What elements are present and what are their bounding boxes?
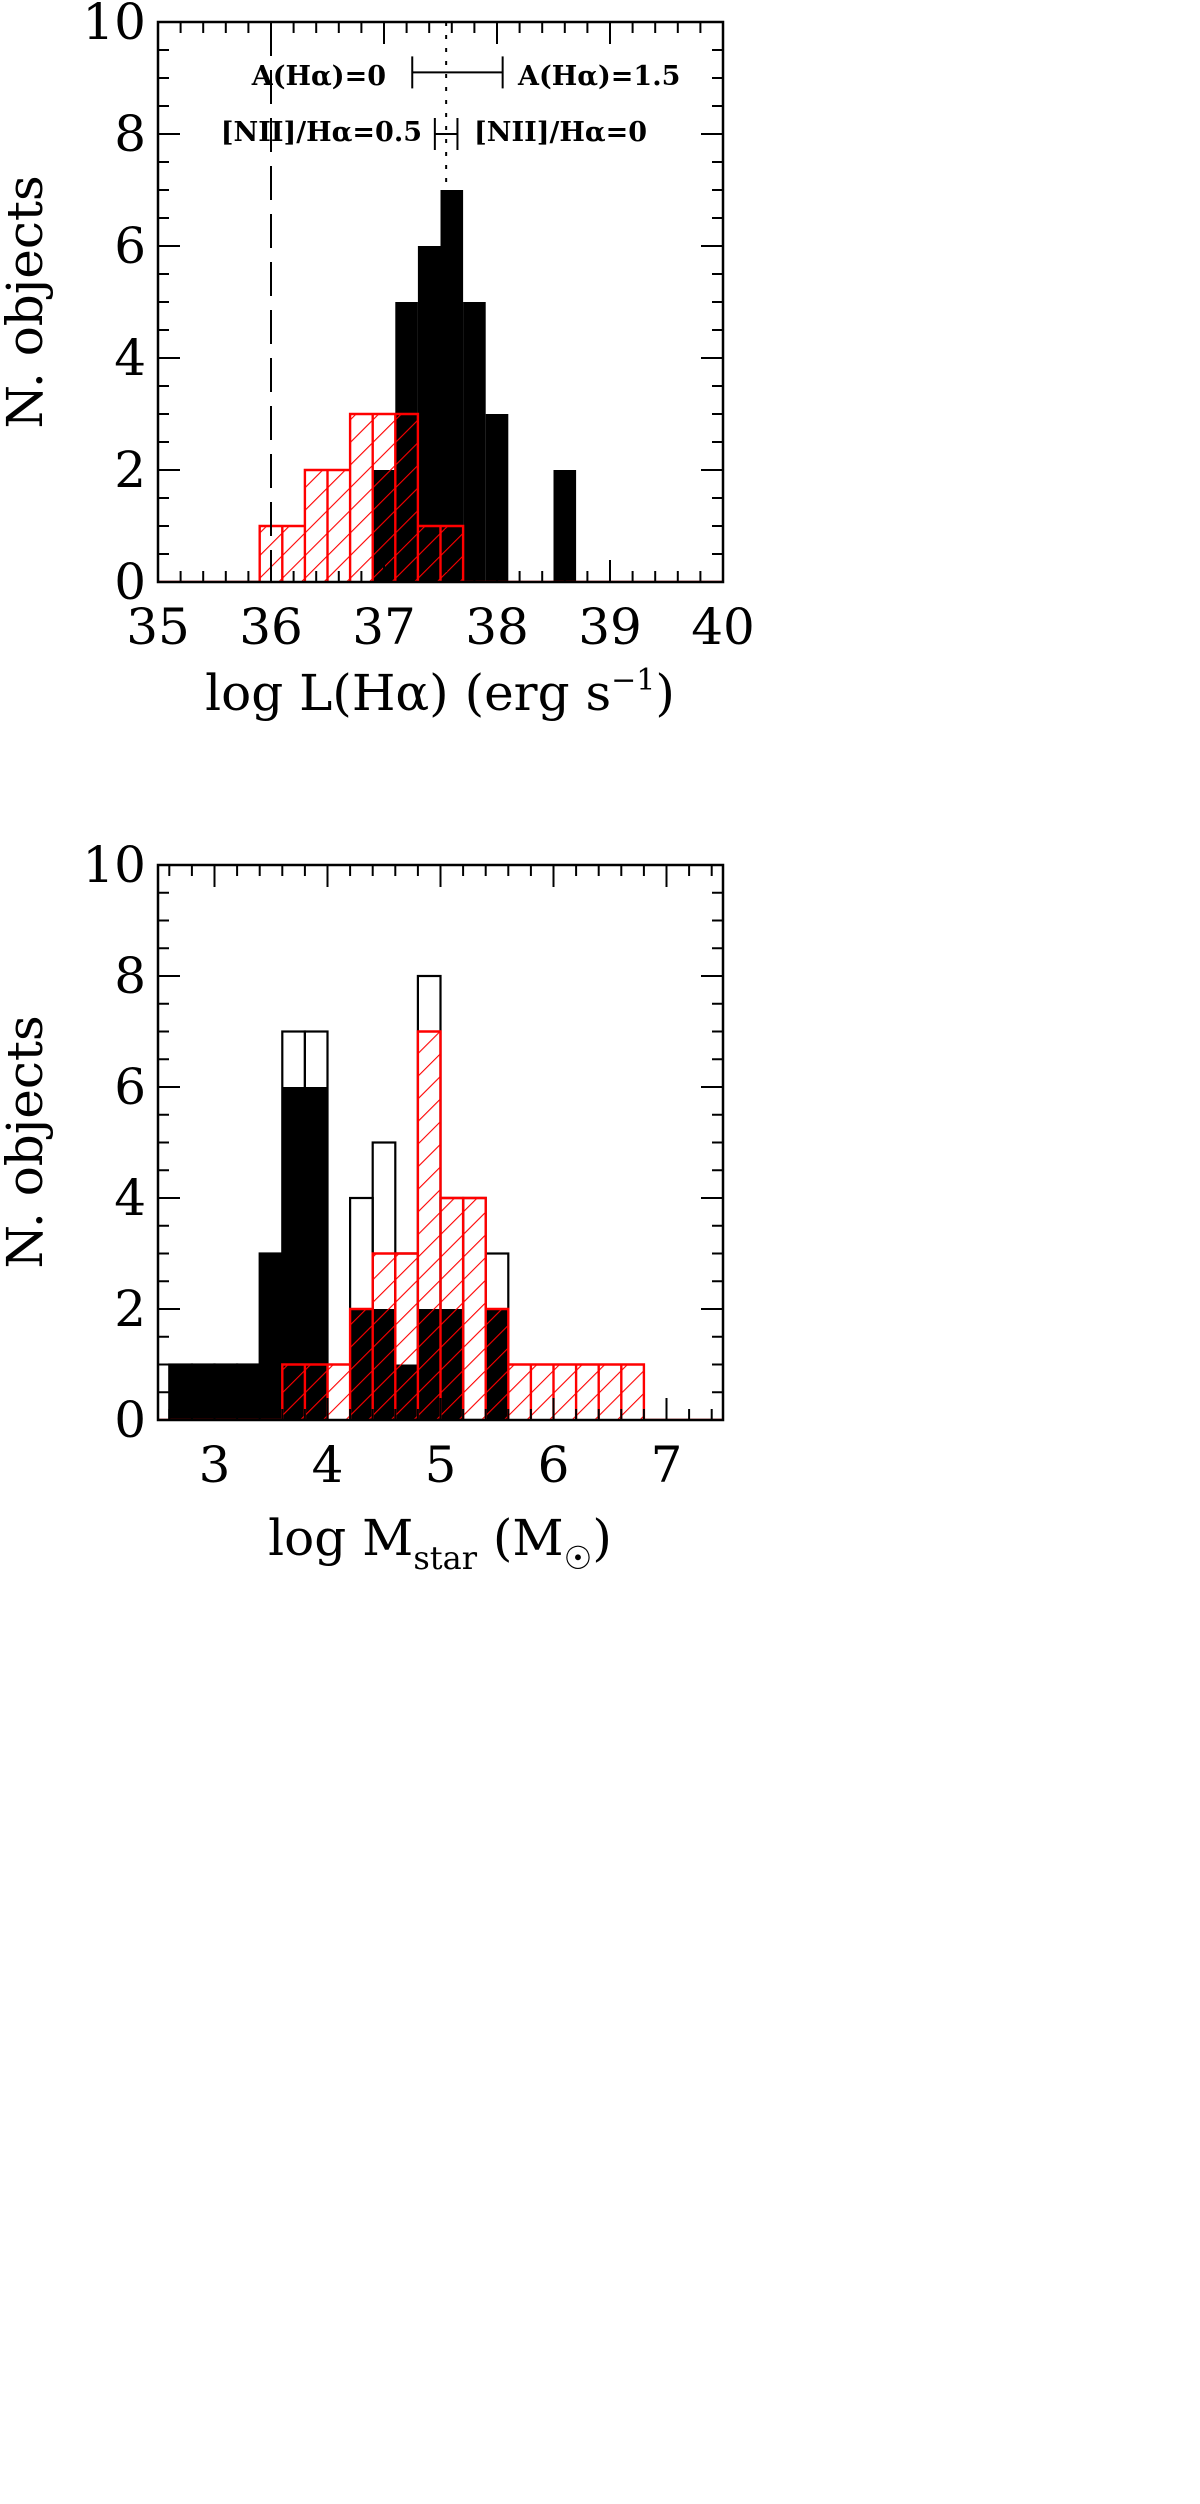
top-hatched-bar (327, 470, 351, 582)
bottom-series-hatched (158, 1030, 723, 1420)
bottom-tick-labels: 3 4 5 6 7 0 2 4 6 8 10 (82, 836, 682, 1494)
bottom-x-tick-label: 7 (651, 1436, 683, 1494)
bottom-hatched-bar (553, 1364, 577, 1420)
top-range-bar (433, 118, 459, 150)
top-annotation-a-halpha-1-5: A(Hα)=1.5 (517, 61, 680, 92)
top-filled-bar (485, 414, 509, 582)
bottom-hatched-bar (395, 1253, 418, 1420)
bottom-x-axis-label: log Mstar (M☉) (268, 1509, 612, 1577)
top-hatched-bar (417, 526, 441, 582)
top-plot-area (158, 22, 723, 582)
bottom-filled-bar (259, 1253, 283, 1420)
top-y-tick-label: 8 (114, 105, 146, 163)
top-x-tick-label: 39 (578, 598, 642, 656)
top-hatched-bar (282, 526, 305, 582)
top-x-tick-label: 40 (691, 598, 755, 656)
bottom-hatched-outline (158, 1030, 723, 1420)
top-axis-ticks (157, 21, 724, 583)
top-hatched-outline (158, 412, 723, 582)
bottom-hatched-bar (576, 1364, 599, 1420)
bottom-y-tick-label: 6 (114, 1058, 146, 1116)
top-y-tick-label: 2 (114, 441, 146, 499)
bottom-hatched-bar (530, 1364, 554, 1420)
top-y-tick-label: 0 (114, 553, 146, 611)
bottom-y-tick-label: 8 (114, 947, 146, 1005)
top-filled-bar (553, 470, 577, 582)
top-y-tick-label: 6 (114, 217, 146, 275)
bottom-x-tick-label: 5 (425, 1436, 457, 1494)
top-hatched-bar (372, 414, 396, 582)
top-plot-frame (156, 20, 725, 584)
top-annotation-nii-0-5: [NII]/Hα=0.5 (221, 117, 422, 148)
top-hatched-bar (350, 414, 373, 582)
bottom-filled-bar (304, 1087, 328, 1420)
top-annotation-nii-0: [NII]/Hα=0 (474, 117, 647, 148)
bottom-hatched-bar (304, 1364, 328, 1420)
bottom-filled-bar (191, 1364, 215, 1420)
bottom-hatched-bar (598, 1364, 622, 1420)
bottom-plot-frame (156, 863, 725, 1422)
bottom-x-tick-label: 4 (312, 1436, 344, 1494)
bottom-hatched-bar (327, 1364, 351, 1420)
bottom-hatched-bar (372, 1253, 396, 1420)
bottom-hatched-bar (350, 1309, 373, 1420)
top-y-tick-label: 4 (114, 329, 146, 387)
bottom-hatched-bar (417, 1031, 441, 1420)
bottom-hatched-bar (463, 1198, 486, 1420)
bottom-x-tick-label: 3 (199, 1436, 231, 1494)
bottom-filled-bar (169, 1364, 192, 1420)
top-x-tick-label: 38 (465, 598, 529, 656)
bottom-x-tick-label: 6 (538, 1436, 570, 1494)
top-hatched-bar (395, 414, 418, 582)
bottom-y-axis-label: N. objects (0, 1015, 54, 1268)
bottom-hatched-bar (440, 1198, 464, 1420)
top-filled-bar (417, 246, 441, 582)
top-y-tick-label: 10 (82, 0, 146, 51)
bottom-y-tick-label: 10 (82, 836, 146, 894)
bottom-plot-area (158, 974, 723, 1420)
top-y-axis-label: N. objects (0, 175, 54, 428)
bottom-y-tick-label: 2 (114, 1280, 146, 1338)
top-hatched-bar (304, 470, 328, 582)
top-x-tick-label: 35 (126, 598, 190, 656)
bottom-filled-bar (214, 1364, 238, 1420)
top-annotation-a-halpha-0: A(Hα)=0 (251, 61, 386, 92)
top-tick-labels: 35 36 37 38 39 40 0 2 4 6 8 10 (82, 0, 754, 656)
top-x-tick-label: 36 (239, 598, 303, 656)
bottom-hatched-bar (508, 1364, 531, 1420)
bottom-hatched-bar (621, 1364, 644, 1420)
top-filled-bar (440, 190, 464, 582)
bottom-hatched-bar (485, 1309, 509, 1420)
top-filled-bar (463, 302, 486, 582)
bottom-hatched-bar (282, 1364, 305, 1420)
top-x-axis-label: log L(Hα) (erg s−1) (205, 663, 675, 722)
bottom-y-tick-label: 0 (114, 1391, 146, 1449)
top-series-hatched (158, 412, 723, 582)
top-x-tick-label: 37 (352, 598, 416, 656)
bottom-y-tick-label: 4 (114, 1169, 146, 1227)
bottom-filled-bar (237, 1364, 260, 1420)
bottom-histogram-panel: 3 4 5 6 7 0 2 4 6 8 10 log Mstar (M☉) N. objects (0, 836, 725, 1577)
bottom-filled-bar (282, 1087, 305, 1420)
top-range-bar (411, 56, 504, 89)
